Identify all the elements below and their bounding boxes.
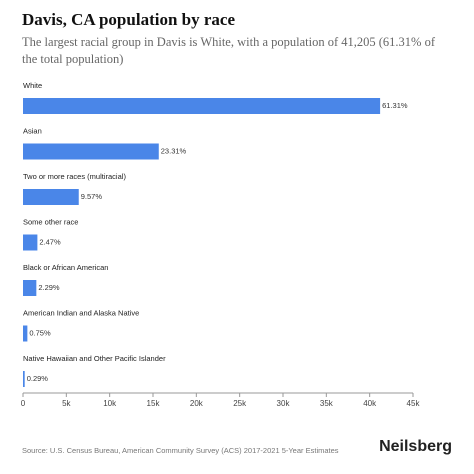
- value-label: 0.29%: [27, 374, 49, 383]
- value-label: 23.31%: [161, 146, 187, 155]
- bar: [23, 325, 28, 342]
- category-label: American Indian and Alaska Native: [23, 308, 139, 317]
- chart-title: Davis, CA population by race: [22, 10, 235, 29]
- x-tick-label: 30k: [277, 399, 291, 408]
- x-tick-label: 5k: [62, 399, 71, 408]
- value-label: 0.75%: [29, 328, 51, 337]
- x-tick-label: 10k: [103, 399, 117, 408]
- category-label: White: [23, 81, 42, 90]
- bar: [23, 189, 79, 205]
- x-tick-label: 40k: [363, 399, 377, 408]
- x-tick-label: 20k: [190, 399, 204, 408]
- x-tick-label: 15k: [147, 399, 161, 408]
- category-label: Some other race: [23, 217, 78, 226]
- value-label: 9.57%: [81, 192, 103, 201]
- x-tick-label: 35k: [320, 399, 334, 408]
- source-note: Source: U.S. Census Bureau, American Com…: [22, 446, 339, 455]
- category-label: Two or more races (multiracial): [23, 172, 126, 181]
- value-label: 2.29%: [38, 283, 60, 292]
- category-label: Native Hawaiian and Other Pacific Island…: [23, 354, 166, 363]
- value-label: 2.47%: [39, 237, 61, 246]
- bar: [23, 371, 25, 387]
- category-label: Asian: [23, 126, 42, 135]
- brand-logo: Neilsberg: [379, 438, 452, 455]
- bar: [23, 234, 38, 251]
- value-label: 61.31%: [382, 101, 408, 110]
- bar: [23, 98, 381, 114]
- chart-subtitle: The largest racial group in Davis is Whi…: [22, 35, 435, 66]
- bar: [23, 143, 159, 160]
- x-tick-label: 0: [21, 399, 26, 408]
- category-label: Black or African American: [23, 263, 108, 272]
- x-tick-label: 25k: [233, 399, 247, 408]
- bar: [23, 280, 37, 296]
- x-tick-label: 45k: [407, 399, 421, 408]
